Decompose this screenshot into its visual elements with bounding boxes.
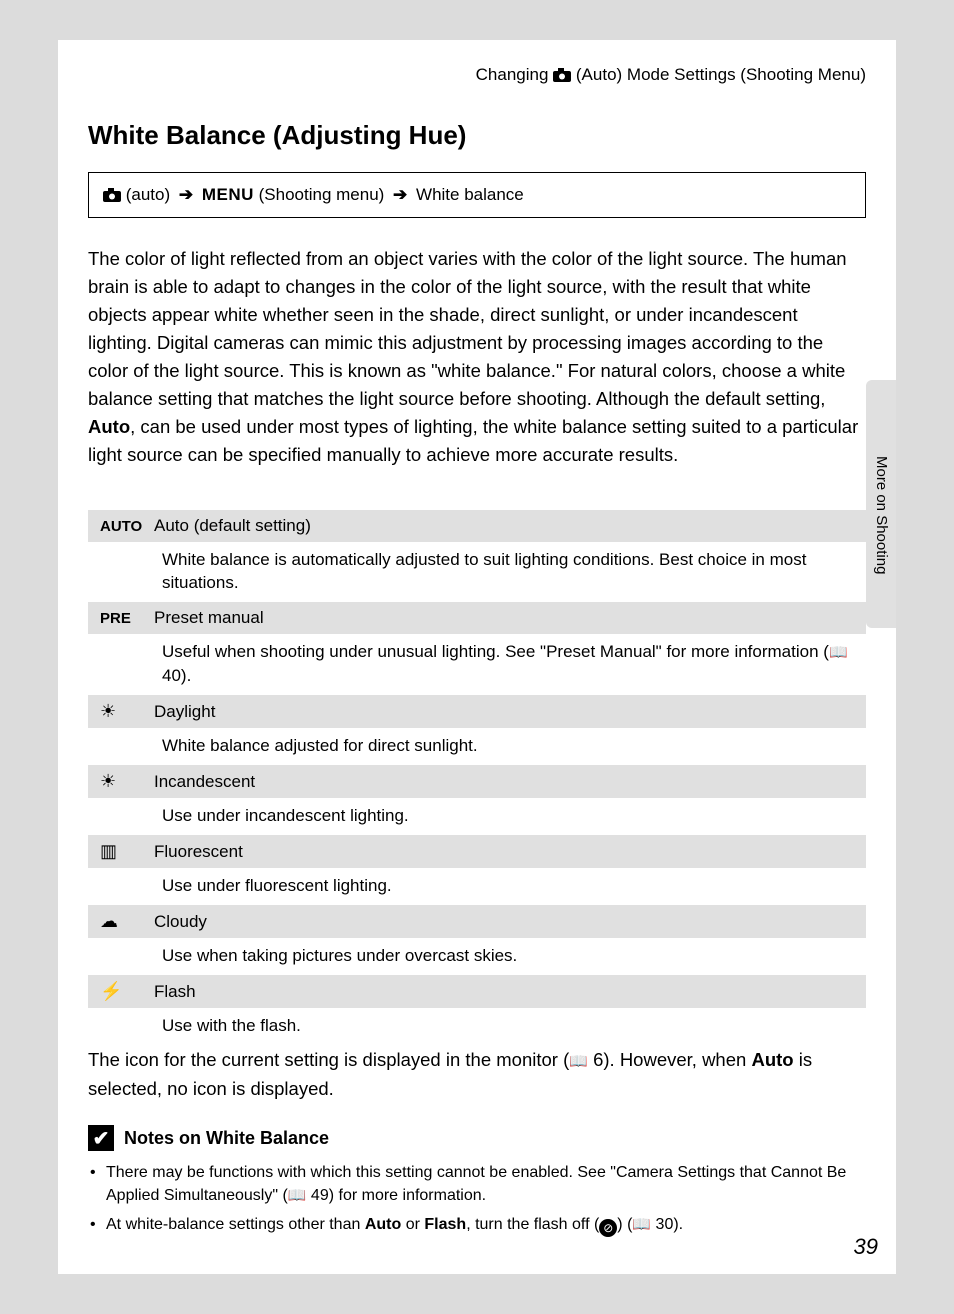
intro-paragraph: The color of light reflected from an obj… xyxy=(88,245,866,469)
wb-row-desc: White balance adjusted for direct sunlig… xyxy=(88,728,866,765)
wb-row-desc: Use when taking pictures under overcast … xyxy=(88,938,866,975)
wb-mode-desc: White balance adjusted for direct sunlig… xyxy=(96,734,478,757)
note-ref: 49 xyxy=(306,1187,328,1204)
intro-auto: Auto xyxy=(88,416,130,437)
note-text: At white-balance settings other than xyxy=(106,1216,365,1233)
wb-mode-icon: ☀ xyxy=(96,771,154,792)
wb-row-desc: Use under incandescent lighting. xyxy=(88,798,866,835)
note-text: ). xyxy=(673,1216,683,1233)
wb-row-header: ☀Incandescent xyxy=(88,765,866,798)
camera-icon xyxy=(553,68,571,82)
wb-row-desc: White balance is automatically adjusted … xyxy=(88,542,866,602)
wb-mode-icon: ⚡ xyxy=(96,981,154,1002)
notes-title-row: ✔ Notes on White Balance xyxy=(88,1125,866,1151)
side-label: More on Shooting xyxy=(873,456,890,574)
wb-row-desc: Useful when shooting under unusual light… xyxy=(88,634,866,695)
note-item: At white-balance settings other than Aut… xyxy=(88,1213,866,1237)
wb-row-header: ⚡Flash xyxy=(88,975,866,1008)
white-balance-table: AUTOAuto (default setting) White balance … xyxy=(88,510,866,1045)
note-text: or xyxy=(401,1216,424,1233)
wb-mode-desc: Use with the flash. xyxy=(96,1014,301,1037)
wb-mode-desc: Useful when shooting under unusual light… xyxy=(96,640,858,687)
wb-mode-icon: ☀ xyxy=(96,701,154,722)
wb-mode-icon: ▥ xyxy=(96,841,154,862)
intro-text-b: , can be used under most types of lighti… xyxy=(88,416,858,465)
wb-row-header: ☀Daylight xyxy=(88,695,866,728)
section-title: White Balance (Adjusting Hue) xyxy=(88,120,466,151)
wb-mode-label: Cloudy xyxy=(154,912,207,932)
notes-list: There may be functions with which this s… xyxy=(88,1161,866,1237)
wb-row-header: ☁Cloudy xyxy=(88,905,866,938)
book-icon: 📖 xyxy=(829,644,848,661)
notes-block: ✔ Notes on White Balance There may be fu… xyxy=(88,1125,866,1243)
notes-title: Notes on White Balance xyxy=(124,1128,329,1149)
post-a: The icon for the current setting is disp… xyxy=(88,1049,569,1070)
wb-mode-desc: White balance is automatically adjusted … xyxy=(96,548,858,594)
note-text: , turn the flash off ( xyxy=(466,1216,599,1233)
book-icon: 📖 xyxy=(632,1216,651,1233)
arrow-icon: ➔ xyxy=(393,185,407,204)
wb-mode-desc: Use under fluorescent lighting. xyxy=(96,874,392,897)
wb-mode-label: Fluorescent xyxy=(154,842,243,862)
wb-row-header: AUTOAuto (default setting) xyxy=(88,510,866,542)
nav-auto: (auto) xyxy=(121,185,175,204)
book-icon: 📖 xyxy=(288,1187,307,1204)
wb-mode-label: Preset manual xyxy=(154,608,264,628)
note-text: ) ( xyxy=(617,1216,632,1233)
wb-mode-desc: Use under incandescent lighting. xyxy=(96,804,409,827)
post-b: ). However, when xyxy=(603,1049,751,1070)
post-auto: Auto xyxy=(751,1049,793,1070)
nav-shooting: (Shooting menu) xyxy=(254,185,389,204)
note-item: There may be functions with which this s… xyxy=(88,1161,866,1207)
book-icon: 📖 xyxy=(569,1053,588,1070)
post-table-text: The icon for the current setting is disp… xyxy=(88,1046,866,1102)
note-text: ) for more information. xyxy=(329,1187,486,1204)
header-prefix: Changing xyxy=(476,65,554,84)
wb-mode-icon: PRE xyxy=(96,610,154,627)
running-header: Changing (Auto) Mode Settings (Shooting … xyxy=(88,65,866,85)
wb-mode-icon: AUTO xyxy=(96,518,154,535)
intro-text-a: The color of light reflected from an obj… xyxy=(88,248,847,409)
wb-row-header: PREPreset manual xyxy=(88,602,866,634)
breadcrumb-box: (auto) ➔ MENU (Shooting menu) ➔ White ba… xyxy=(88,172,866,218)
note-ref: 30 xyxy=(651,1216,673,1233)
arrow-icon: ➔ xyxy=(179,185,193,204)
wb-row-desc: Use under fluorescent lighting. xyxy=(88,868,866,905)
wb-mode-label: Auto (default setting) xyxy=(154,516,311,536)
flash-off-icon: ⊘ xyxy=(599,1219,617,1237)
note-bold: Auto xyxy=(365,1216,401,1233)
wb-mode-label: Daylight xyxy=(154,702,215,722)
page-number: 39 xyxy=(854,1234,878,1260)
manual-page: Changing (Auto) Mode Settings (Shooting … xyxy=(58,40,896,1274)
wb-mode-icon: ☁ xyxy=(96,911,154,932)
camera-icon xyxy=(103,188,121,202)
wb-row-desc: Use with the flash. xyxy=(88,1008,866,1045)
nav-target: White balance xyxy=(411,185,523,204)
nav-menu: MENU xyxy=(202,185,254,204)
post-ref: 6 xyxy=(588,1049,603,1070)
wb-mode-label: Flash xyxy=(154,982,196,1002)
check-badge-icon: ✔ xyxy=(88,1125,114,1151)
note-bold: Flash xyxy=(424,1216,466,1233)
wb-mode-desc: Use when taking pictures under overcast … xyxy=(96,944,517,967)
wb-row-header: ▥Fluorescent xyxy=(88,835,866,868)
header-mode: (Auto) Mode Settings (Shooting Menu) xyxy=(571,65,866,84)
wb-mode-label: Incandescent xyxy=(154,772,255,792)
